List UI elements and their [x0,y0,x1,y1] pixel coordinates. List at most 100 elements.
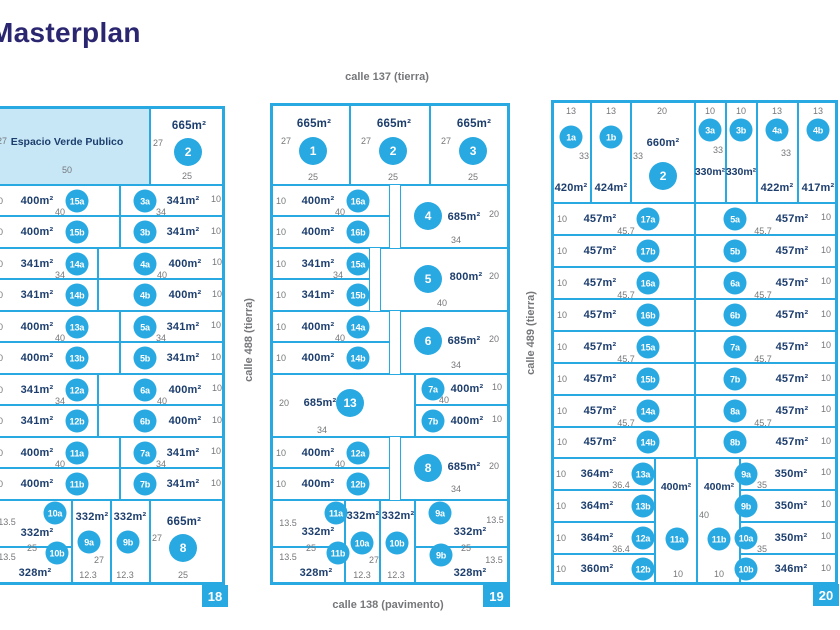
lot-circle-9a[interactable]: 9a [77,530,101,554]
lot-circle-13a[interactable]: 13a [65,315,89,339]
lot-circle-9a[interactable]: 9a [734,462,758,486]
lot-circle-11b[interactable]: 11b [326,541,350,565]
lot-circle-12a[interactable]: 12a [65,378,89,402]
lot-area-label: 364m² [580,500,614,512]
lot-circle-15b[interactable]: 15b [636,367,660,391]
lot-circle-13[interactable]: 13 [336,389,364,417]
lot-area-label: 665m² [171,120,207,132]
lot-circle-10a[interactable]: 10a [43,501,67,525]
lot-circle-14a[interactable]: 14a [65,252,89,276]
lot-circle-6[interactable]: 6 [414,327,442,355]
lot-circle-5b[interactable]: 5b [723,239,747,263]
lot-circle-7b[interactable]: 7b [133,472,157,496]
lot-circle-1b[interactable]: 1b [599,125,623,149]
lot-circle-3b[interactable]: 3b [133,220,157,244]
lot-circle-6b[interactable]: 6b [723,303,747,327]
lot-circle-1a[interactable]: 1a [559,125,583,149]
lot-circle-14b[interactable]: 14b [346,346,370,370]
lot-circle-8[interactable]: 8 [414,454,442,482]
lot-circle-16b[interactable]: 16b [636,303,660,327]
lot-circle-17a[interactable]: 17a [636,207,660,231]
lot-circle-3[interactable]: 3 [459,137,487,165]
lot-circle-10b[interactable]: 10b [385,531,409,555]
lot-circle-2[interactable]: 2 [174,138,202,166]
lot-circle-11a[interactable]: 11a [665,527,689,551]
lot-circle-16b[interactable]: 16b [346,220,370,244]
dimension-label: 10 [210,226,222,236]
lot-circle-5[interactable]: 5 [414,265,442,293]
lot-circle-5a[interactable]: 5a [133,315,157,339]
lot-circle-16a[interactable]: 16a [636,271,660,295]
lot-circle-12b[interactable]: 12b [65,409,89,433]
lot-circle-1[interactable]: 1 [299,137,327,165]
lot-circle-4a[interactable]: 4a [765,118,789,142]
lot-circle-2[interactable]: 2 [379,137,407,165]
lot-circle-8b[interactable]: 8b [723,430,747,454]
lot-circle-7b[interactable]: 7b [421,409,445,433]
lot-circle-15a[interactable]: 15a [636,335,660,359]
lot-circle-10b[interactable]: 10b [45,541,69,565]
lot-circle-14b[interactable]: 14b [636,430,660,454]
lot-circle-10b[interactable]: 10b [734,557,758,581]
block-19-outline [270,103,510,585]
lot-circle-15a[interactable]: 15a [346,252,370,276]
lot-cell-18-11a [0,437,120,468]
lot-circle-12b[interactable]: 12b [631,557,655,581]
lot-circle-11a[interactable]: 11a [65,441,89,465]
lot-circle-14b[interactable]: 14b [65,283,89,307]
lot-circle-10a[interactable]: 10a [734,526,758,550]
lot-circle-3a[interactable]: 3a [698,118,722,142]
lot-circle-17b[interactable]: 17b [636,239,660,263]
lot-circle-9b[interactable]: 9b [116,530,140,554]
lot-circle-9b[interactable]: 9b [429,543,453,567]
lot-circle-4b[interactable]: 4b [133,283,157,307]
lot-circle-10a[interactable]: 10a [350,531,374,555]
lot-circle-7b[interactable]: 7b [723,367,747,391]
lot-circle-15b[interactable]: 15b [346,283,370,307]
lot-circle-6a[interactable]: 6a [133,378,157,402]
lot-circle-5b[interactable]: 5b [133,346,157,370]
lot-circle-6a[interactable]: 6a [723,271,747,295]
lot-circle-12a[interactable]: 12a [631,526,655,550]
lot-area-label: 400m² [168,415,202,427]
lot-circle-4b[interactable]: 4b [806,118,830,142]
lot-circle-15a[interactable]: 15a [65,189,89,213]
lot-circle-7a[interactable]: 7a [723,335,747,359]
lot-area-rotated: 330m² [725,166,757,178]
dimension-label: 20 [488,209,500,219]
lot-circle-13b[interactable]: 13b [65,346,89,370]
lot-circle-11b[interactable]: 11b [65,472,89,496]
lot-circle-2[interactable]: 2 [649,162,677,190]
lot-circle-11b[interactable]: 11b [707,527,731,551]
lot-circle-3a[interactable]: 3a [133,189,157,213]
lot-circle-11a[interactable]: 11a [324,501,348,525]
lot-circle-16a[interactable]: 16a [346,189,370,213]
lot-circle-7a[interactable]: 7a [421,377,445,401]
lot-circle-4[interactable]: 4 [414,202,442,230]
lot-circle-5a[interactable]: 5a [723,207,747,231]
lot-circle-13b[interactable]: 13b [631,494,655,518]
lot-circle-12b[interactable]: 12b [346,472,370,496]
dimension-label: 45.7 [617,418,635,428]
lot-circle-8a[interactable]: 8a [723,399,747,423]
lot-circle-12a[interactable]: 12a [346,441,370,465]
dimension-label: 35 [756,480,768,490]
lot-circle-13a[interactable]: 13a [631,462,655,486]
dimension-label: 10 [275,479,287,489]
dimension-label: 10 [275,322,287,332]
lot-circle-8[interactable]: 8 [169,534,197,562]
lot-area-label: 328m² [299,567,333,579]
lot-circle-14a[interactable]: 14a [636,399,660,423]
lot-circle-9a[interactable]: 9a [428,501,452,525]
lot-circle-4a[interactable]: 4a [133,252,157,276]
lot-circle-6b[interactable]: 6b [133,409,157,433]
dimension-label: 10 [491,382,503,392]
lot-circle-3b[interactable]: 3b [729,118,753,142]
lot-circle-14a[interactable]: 14a [346,315,370,339]
lot-circle-9b[interactable]: 9b [734,494,758,518]
dimension-label: 10 [820,436,832,446]
lot-circle-15b[interactable]: 15b [65,220,89,244]
lot-area-label: 400m² [20,226,54,238]
lot-area-label: 341m² [20,415,54,427]
lot-circle-7a[interactable]: 7a [133,441,157,465]
